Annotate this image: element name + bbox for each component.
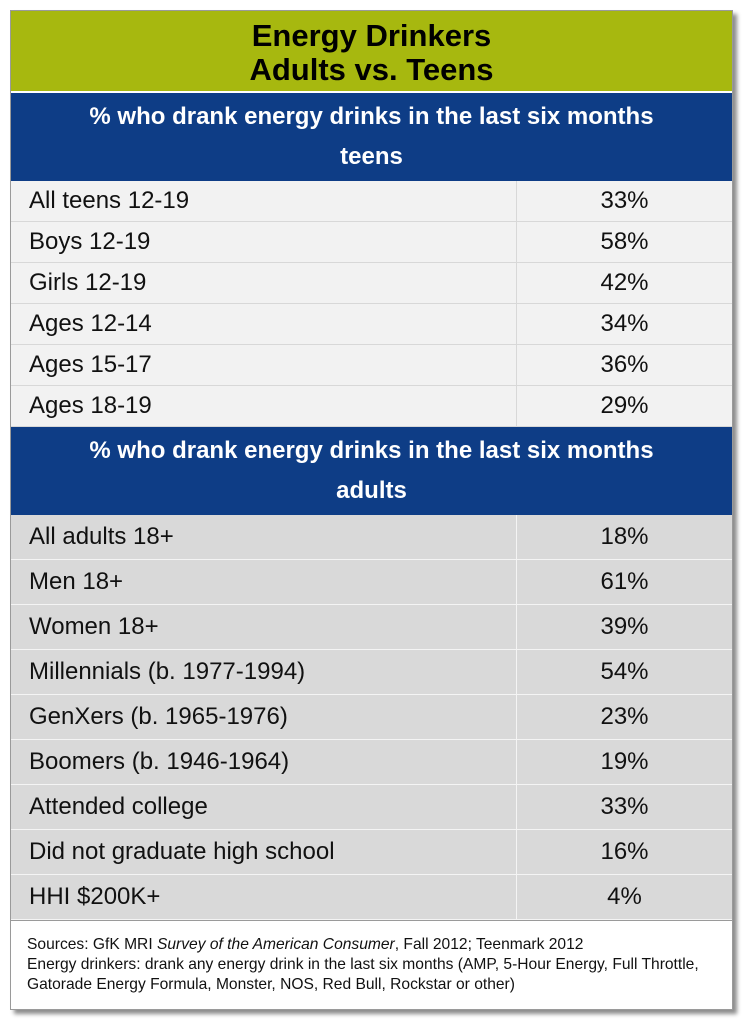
row-label: HHI $200K+: [11, 874, 517, 920]
table-row: HHI $200K+ 4%: [11, 874, 732, 920]
row-label: All teens 12-19: [11, 181, 517, 222]
table-title: Energy Drinkers Adults vs. Teens: [11, 11, 732, 93]
row-value: 16%: [516, 829, 732, 875]
row-label: Did not graduate high school: [11, 829, 517, 875]
row-value: 61%: [516, 559, 732, 605]
teens-header-line-2: teens: [340, 143, 403, 170]
row-value: 54%: [516, 649, 732, 695]
row-value: 4%: [516, 874, 732, 920]
energy-drinkers-table-card: Energy Drinkers Adults vs. Teens % who d…: [10, 10, 733, 1010]
adults-header-line-2: adults: [336, 477, 407, 504]
row-label: Ages 18-19: [11, 385, 517, 427]
teens-table: All teens 12-19 33% Boys 12-19 58% Girls…: [11, 181, 732, 427]
row-value: 34%: [516, 303, 732, 345]
sources-prefix: Sources: GfK MRI: [27, 936, 157, 953]
table-row: All teens 12-19 33%: [11, 181, 732, 222]
sources-survey-name: Survey of the American Consumer: [156, 936, 395, 953]
table-row: Men 18+ 61%: [11, 559, 732, 605]
row-label: GenXers (b. 1965-1976): [11, 694, 517, 740]
row-label: Ages 12-14: [11, 303, 517, 345]
teens-header-line-1: % who drank energy drinks in the last si…: [89, 103, 654, 130]
row-value: 29%: [516, 385, 732, 427]
row-label: All adults 18+: [11, 515, 517, 560]
table-row: Boys 12-19 58%: [11, 221, 732, 263]
table-row: Ages 15-17 36%: [11, 344, 732, 386]
row-value: 36%: [516, 344, 732, 386]
table-row: GenXers (b. 1965-1976) 23%: [11, 694, 732, 740]
row-label: Women 18+: [11, 604, 517, 650]
table-row: Ages 18-19 29%: [11, 385, 732, 427]
row-value: 33%: [516, 784, 732, 830]
row-label: Boomers (b. 1946-1964): [11, 739, 517, 785]
table-row: Attended college 33%: [11, 784, 732, 830]
table-row: Women 18+ 39%: [11, 604, 732, 650]
teens-section-header: % who drank energy drinks in the last si…: [11, 93, 732, 181]
table-row: Millennials (b. 1977-1994) 54%: [11, 649, 732, 695]
definition-note: Energy drinkers: drank any energy drink …: [27, 956, 699, 993]
adults-header-line-1: % who drank energy drinks in the last si…: [89, 437, 654, 464]
row-value: 58%: [516, 221, 732, 263]
adults-section-header: % who drank energy drinks in the last si…: [11, 427, 732, 515]
table-row: Did not graduate high school 16%: [11, 829, 732, 875]
row-value: 33%: [516, 181, 732, 222]
row-value: 19%: [516, 739, 732, 785]
table-row: Boomers (b. 1946-1964) 19%: [11, 739, 732, 785]
title-line-2: Adults vs. Teens: [249, 52, 494, 87]
adults-table: All adults 18+ 18% Men 18+ 61% Women 18+…: [11, 515, 732, 920]
row-label: Millennials (b. 1977-1994): [11, 649, 517, 695]
sources-note: Sources: GfK MRI Survey of the American …: [27, 935, 716, 955]
footnotes: Sources: GfK MRI Survey of the American …: [11, 920, 732, 995]
row-label: Attended college: [11, 784, 517, 830]
table-row: Ages 12-14 34%: [11, 303, 732, 345]
row-label: Boys 12-19: [11, 221, 517, 263]
table-row: Girls 12-19 42%: [11, 262, 732, 304]
row-label: Girls 12-19: [11, 262, 517, 304]
row-value: 39%: [516, 604, 732, 650]
row-label: Men 18+: [11, 559, 517, 605]
table-row: All adults 18+ 18%: [11, 515, 732, 560]
row-value: 18%: [516, 515, 732, 560]
row-value: 23%: [516, 694, 732, 740]
row-label: Ages 15-17: [11, 344, 517, 386]
row-value: 42%: [516, 262, 732, 304]
sources-suffix: , Fall 2012; Teenmark 2012: [394, 936, 584, 953]
title-line-1: Energy Drinkers: [251, 18, 492, 53]
